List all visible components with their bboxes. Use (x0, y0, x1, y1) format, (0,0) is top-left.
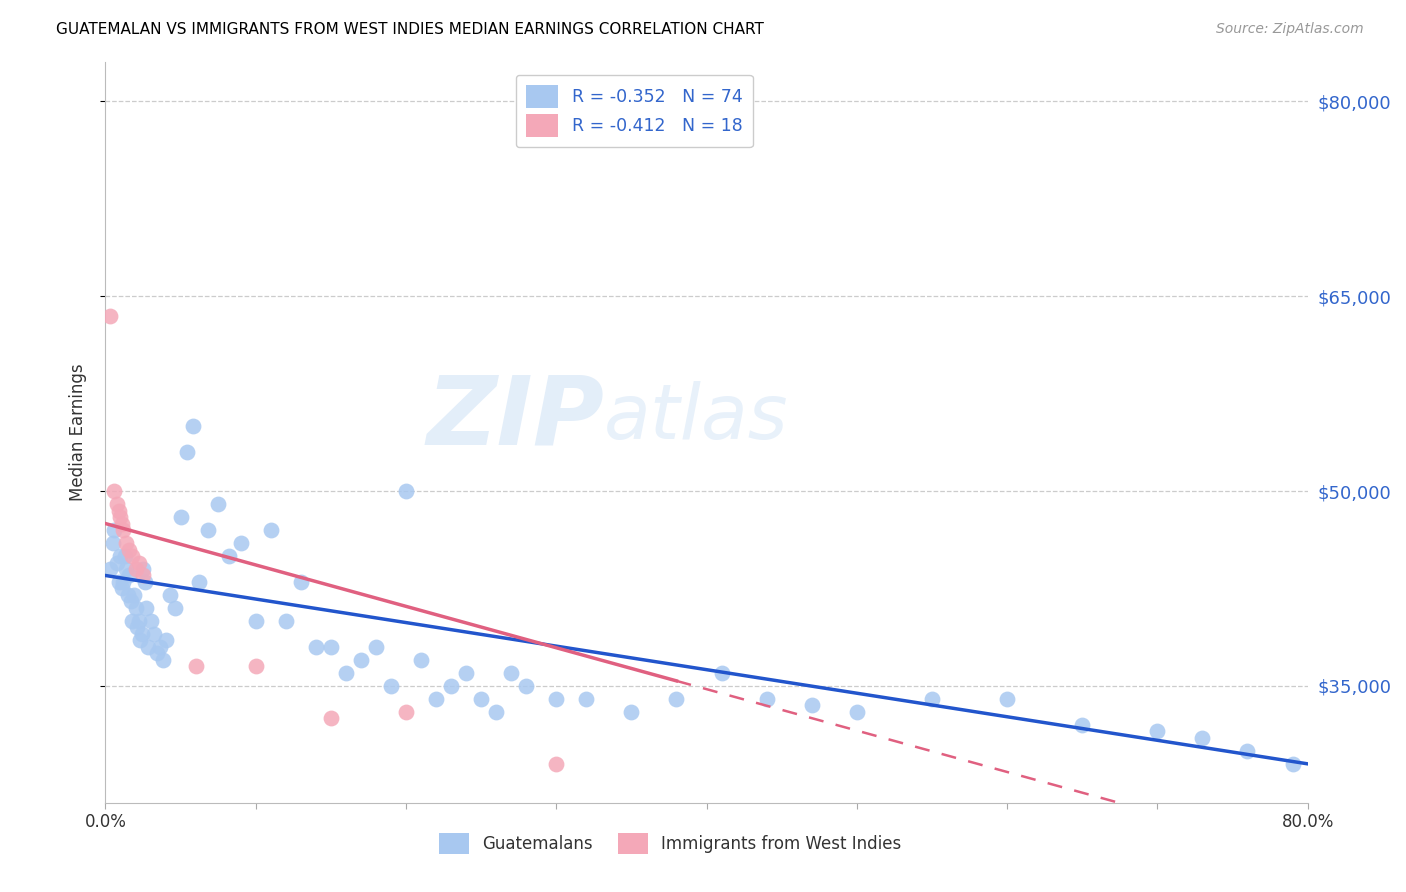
Point (380, 679, 402, 693)
Point (125, 620, 148, 634)
Point (274, 614, 297, 628)
Point (546, 692, 568, 706)
Point (395, 484, 418, 499)
Point (103, 523, 125, 537)
Point (1071, 718, 1094, 732)
Point (187, 574, 209, 589)
Point (129, 633, 152, 648)
Point (245, 659, 267, 673)
Point (620, 705, 643, 719)
Point (163, 601, 186, 615)
Point (176, 445, 198, 459)
Point (132, 568, 155, 582)
Point (921, 692, 943, 706)
Point (108, 574, 131, 589)
Point (169, 510, 191, 524)
Point (305, 640, 328, 654)
Text: Source: ZipAtlas.com: Source: ZipAtlas.com (1216, 22, 1364, 37)
Point (120, 594, 142, 608)
Point (575, 692, 598, 706)
Point (845, 705, 868, 719)
Point (800, 698, 823, 713)
Point (103, 484, 125, 499)
Point (184, 659, 207, 673)
Point (132, 562, 155, 576)
Point (136, 640, 159, 654)
Text: atlas: atlas (605, 381, 789, 455)
Point (101, 536, 124, 550)
Point (131, 627, 153, 641)
Point (319, 711, 342, 725)
Point (128, 614, 150, 628)
Point (155, 633, 177, 648)
Point (229, 536, 252, 550)
Point (995, 692, 1018, 706)
Point (260, 523, 283, 537)
Point (112, 523, 135, 537)
Point (485, 705, 508, 719)
Point (152, 653, 174, 667)
Point (515, 679, 537, 693)
Point (135, 601, 157, 615)
Point (245, 614, 267, 628)
Point (124, 601, 146, 615)
Y-axis label: Median Earnings: Median Earnings (69, 364, 87, 501)
Text: GUATEMALAN VS IMMIGRANTS FROM WEST INDIES MEDIAN EARNINGS CORRELATION CHART: GUATEMALAN VS IMMIGRANTS FROM WEST INDIE… (56, 22, 763, 37)
Point (1146, 724, 1168, 739)
Point (118, 568, 141, 582)
Point (98, 309, 121, 323)
Point (122, 588, 145, 602)
Point (115, 536, 138, 550)
Point (207, 497, 229, 511)
Point (159, 588, 181, 602)
Point (218, 549, 240, 563)
Point (110, 549, 132, 563)
Point (107, 497, 129, 511)
Point (454, 665, 477, 680)
Point (546, 756, 568, 771)
Point (1236, 744, 1258, 758)
Point (470, 692, 492, 706)
Text: ZIP: ZIP (426, 371, 605, 465)
Point (335, 665, 357, 680)
Point (501, 665, 523, 680)
Point (148, 640, 170, 654)
Point (124, 562, 146, 576)
Point (145, 647, 167, 661)
Point (409, 653, 432, 667)
Point (117, 588, 139, 602)
Point (425, 692, 447, 706)
Point (710, 665, 733, 680)
Point (111, 516, 134, 531)
Point (395, 705, 418, 719)
Point (139, 614, 162, 628)
Point (319, 640, 342, 654)
Point (111, 582, 134, 596)
Point (440, 679, 463, 693)
Point (107, 556, 129, 570)
Point (121, 549, 143, 563)
Point (290, 574, 312, 589)
Point (350, 653, 373, 667)
Point (114, 549, 136, 563)
Point (121, 614, 143, 628)
Point (665, 692, 688, 706)
Point (134, 574, 156, 589)
Point (115, 562, 138, 576)
Point (128, 556, 150, 570)
Point (1191, 731, 1213, 745)
Point (108, 503, 131, 517)
Point (181, 419, 204, 434)
Point (755, 692, 778, 706)
Point (112, 574, 135, 589)
Point (118, 542, 141, 557)
Point (1281, 756, 1303, 771)
Point (197, 523, 219, 537)
Point (98, 562, 121, 576)
Point (110, 510, 132, 524)
Point (142, 627, 165, 641)
Point (364, 640, 387, 654)
Legend: Guatemalans, Immigrants from West Indies: Guatemalans, Immigrants from West Indies (433, 826, 908, 861)
